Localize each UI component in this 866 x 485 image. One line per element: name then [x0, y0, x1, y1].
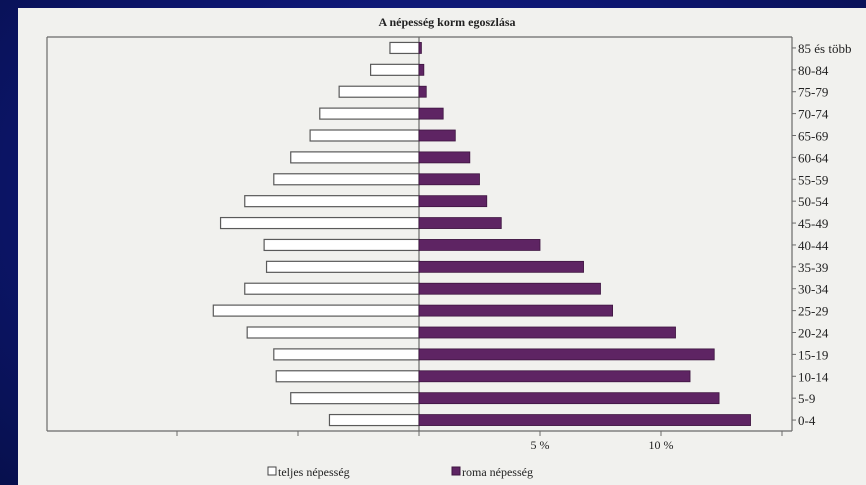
category-label: 85 és több: [798, 41, 851, 56]
category-label: 20-24: [798, 326, 829, 341]
bar-roma-0-4: [418, 414, 751, 426]
category-label: 40-44: [798, 238, 829, 253]
bar-teljes-55-59: [273, 173, 420, 186]
bar-teljes-30-34: [244, 282, 420, 295]
category-label: 10-14: [798, 369, 829, 384]
bar-teljes-45-49: [219, 216, 420, 230]
bar-roma-15-19: [418, 348, 715, 361]
bar-roma-65-69: [418, 129, 456, 142]
bar-roma-25-29: [418, 304, 614, 317]
legend-swatch-teljes: [267, 466, 277, 476]
chart-title: A népesség korm egoszlása: [379, 15, 516, 29]
bar-teljes-25-29: [212, 304, 420, 317]
category-label: 80-84: [798, 63, 829, 78]
bar-teljes-15-19: [273, 348, 420, 361]
bar-teljes-20-24: [246, 326, 420, 339]
bar-roma-10-14: [418, 370, 691, 383]
x-tick-label-5: 5 %: [531, 438, 550, 452]
category-label: 30-34: [798, 282, 829, 297]
bar-roma-85-és-több: [418, 42, 422, 54]
x-tick-label-10: 10 %: [649, 438, 674, 452]
bar-roma-70-74: [418, 107, 444, 120]
legend-label-teljes: teljes népesség: [278, 465, 350, 479]
bar-roma-20-24: [418, 326, 676, 339]
category-label: 60-64: [798, 150, 829, 165]
category-label: 25-29: [798, 304, 828, 319]
bar-teljes-75-79: [338, 85, 420, 98]
bar-teljes-50-54: [244, 195, 420, 208]
bar-teljes-0-4: [328, 413, 420, 427]
bar-teljes-40-44: [263, 238, 420, 252]
bar-teljes-65-69: [309, 129, 420, 142]
bar-roma-40-44: [418, 239, 541, 251]
category-label: 75-79: [798, 85, 828, 100]
legend-label-roma: roma népesség: [462, 465, 533, 479]
category-label: 70-74: [798, 107, 829, 122]
category-label: 5-9: [798, 391, 815, 406]
bar-teljes-70-74: [319, 107, 420, 120]
bar-teljes-10-14: [275, 370, 420, 383]
category-label: 35-39: [798, 260, 828, 275]
category-label: 65-69: [798, 129, 828, 144]
bar-roma-55-59: [418, 173, 480, 186]
series-roma-nepesseg: [418, 42, 751, 426]
category-label: 50-54: [798, 194, 829, 209]
bar-roma-45-49: [418, 217, 502, 229]
bar-teljes-60-64: [290, 151, 420, 164]
category-label: 45-49: [798, 216, 828, 231]
bar-roma-35-39: [418, 260, 584, 273]
bar-roma-75-79: [418, 85, 427, 98]
bar-roma-50-54: [418, 195, 488, 208]
bar-teljes-35-39: [265, 260, 420, 273]
bar-roma-30-34: [418, 282, 601, 295]
bar-roma-80-84: [418, 63, 425, 76]
category-label: 0-4: [798, 413, 816, 428]
category-label: 15-19: [798, 347, 828, 362]
legend-swatch-roma: [451, 466, 461, 476]
x-axis-ticks: 5 % 10 %: [176, 431, 783, 452]
bar-teljes-5-9: [290, 392, 420, 405]
bar-roma-5-9: [418, 392, 720, 405]
bar-teljes-80-84: [370, 63, 420, 76]
category-labels: 0-4 5-9 10-14 15-19 20-24 25-29 30-34 35-39 40-4…: [792, 41, 851, 428]
series-teljes-nepesseg: [212, 41, 420, 427]
legend: teljes népesség roma népesség: [267, 465, 533, 479]
category-label: 55-59: [798, 172, 828, 187]
bar-teljes-85-és-több: [389, 41, 420, 55]
bar-roma-60-64: [418, 151, 471, 164]
